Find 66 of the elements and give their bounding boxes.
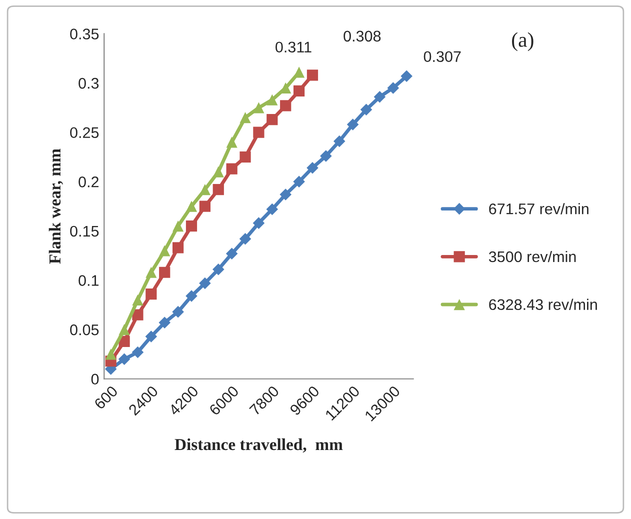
point (240, 151, 251, 163)
point (387, 82, 400, 94)
point (306, 70, 318, 81)
point (159, 266, 170, 278)
point (253, 126, 264, 138)
point (280, 100, 292, 112)
point (212, 166, 224, 178)
point (118, 353, 130, 366)
data-label: 0.307 (424, 51, 461, 62)
point (145, 330, 158, 342)
point (252, 217, 265, 229)
point (293, 176, 305, 188)
point (293, 85, 305, 96)
point (266, 114, 278, 126)
point (360, 104, 372, 116)
point (158, 316, 170, 329)
point (132, 346, 144, 358)
point (186, 200, 198, 212)
point (333, 135, 346, 148)
point (199, 277, 211, 290)
data-label: 0.311 (276, 42, 312, 53)
point (226, 163, 238, 174)
point (172, 306, 184, 318)
point (105, 348, 116, 360)
y-tick-label: 0.05 (70, 324, 99, 336)
point (306, 162, 318, 174)
legend-label: 6328.43 rev/min (489, 298, 597, 310)
y-tick-label: 0 (91, 374, 99, 385)
point (212, 264, 224, 276)
point (146, 266, 157, 278)
point (226, 248, 238, 260)
point (199, 184, 210, 196)
y-tick-label: 0.15 (70, 226, 99, 237)
x-axis-title: Distance travelled, mm (174, 438, 343, 453)
point (266, 203, 278, 216)
point (374, 90, 386, 103)
point (159, 245, 170, 256)
y-tick-label: 0.25 (70, 127, 99, 138)
y-tick-label: 0.35 (70, 28, 99, 40)
point (280, 188, 292, 200)
legend-label: 671.57 rev/min (489, 203, 588, 214)
point (172, 220, 184, 232)
legend-label: 3500 rev/min (488, 250, 576, 262)
point (186, 290, 198, 302)
point (239, 232, 252, 245)
point (346, 118, 359, 130)
point (266, 94, 278, 106)
point (186, 220, 198, 232)
point (226, 136, 238, 148)
point (400, 70, 412, 82)
point (146, 288, 157, 300)
point (320, 150, 332, 162)
y-axis-title: Flank wear, mm (48, 148, 63, 264)
point (212, 184, 224, 196)
text: (a) (512, 32, 534, 52)
x-tick-label: 600 (94, 385, 118, 410)
y-tick-label: 0.3 (78, 78, 99, 89)
point (118, 324, 130, 336)
point (132, 294, 144, 306)
point (240, 112, 251, 124)
y-tick-label: 0.1 (78, 275, 99, 286)
y-tick-label: 0.2 (78, 176, 98, 188)
point (172, 242, 184, 254)
data-label: 0.308 (344, 30, 381, 42)
point (199, 200, 210, 212)
point (253, 102, 264, 114)
